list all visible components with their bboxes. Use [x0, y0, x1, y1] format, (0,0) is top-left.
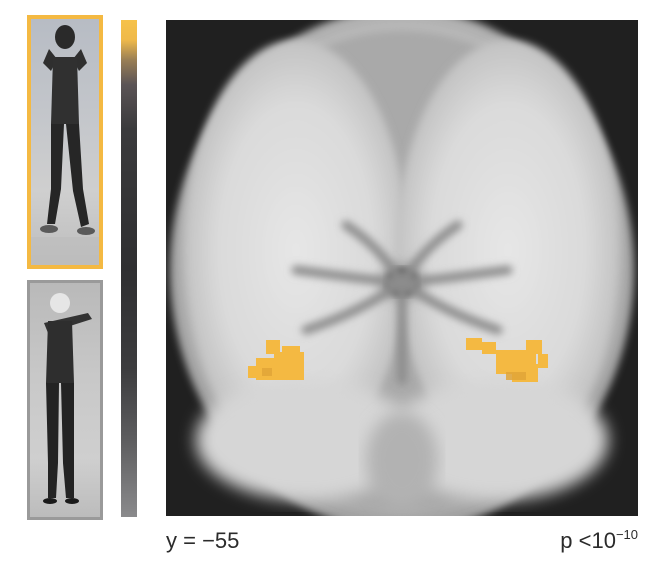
person-figure-icon	[31, 25, 99, 265]
threshold-prefix: p <10	[560, 528, 616, 553]
threshold-exponent: −10	[615, 527, 638, 542]
person-figure-icon	[43, 293, 92, 504]
stimulus-thumbnail-control	[27, 280, 103, 520]
brain-slice-image	[166, 20, 638, 516]
slice-coordinate-label: y = −55	[166, 528, 240, 553]
stimulus-thumbnail-highlighted	[27, 15, 103, 269]
threshold-label: p <10−10	[560, 528, 638, 554]
color-scale-bar	[121, 20, 137, 517]
